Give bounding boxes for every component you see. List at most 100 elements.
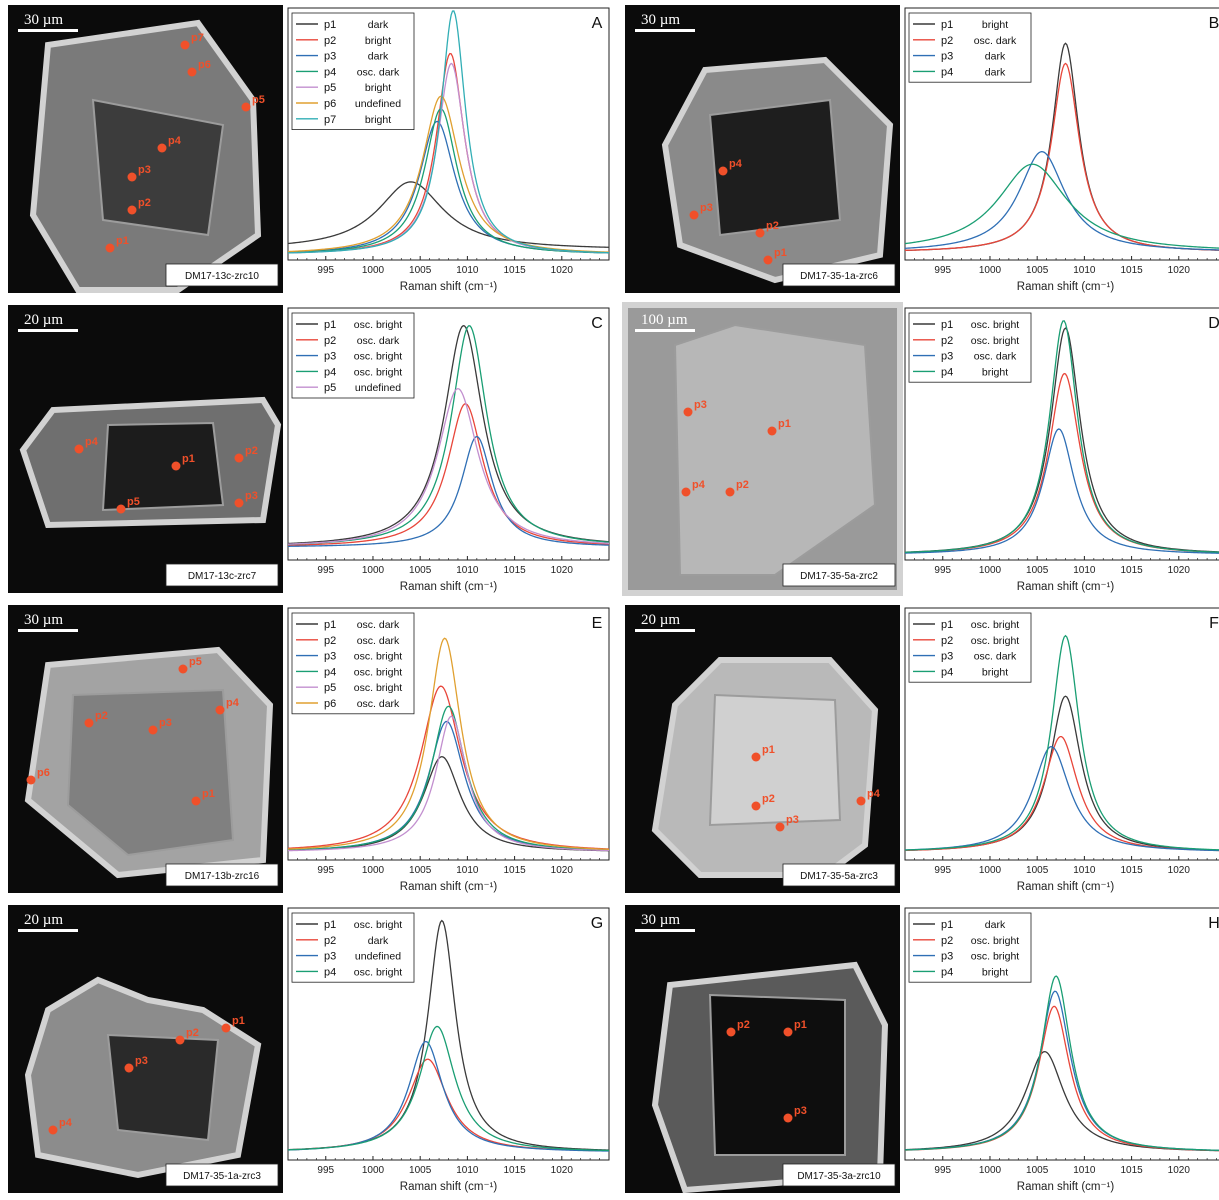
x-tick-label: 1015 (1120, 265, 1143, 276)
spot-label-p1: p1 (116, 235, 129, 247)
spot-marker-p3 (783, 1113, 793, 1123)
legend-label-p4: bright (982, 366, 1008, 378)
x-tick-label: 1005 (1026, 865, 1049, 876)
x-tick-label: 1010 (456, 565, 479, 576)
spot-label-p1: p1 (202, 788, 215, 800)
legend-label-p1: osc. bright (354, 919, 403, 931)
x-tick-label: 1005 (1026, 265, 1049, 276)
x-tick-label: 1015 (503, 865, 526, 876)
sample-label: DM17-13c-zrc7 (188, 571, 257, 582)
legend-name-p4: p4 (941, 366, 953, 378)
legend-name-p4: p4 (324, 66, 336, 78)
legend-label-p1: osc. dark (357, 619, 400, 631)
spot-label-p3: p3 (794, 1105, 807, 1117)
sample-label: DM17-13b-zrc16 (185, 871, 260, 882)
legend-label-p2: osc. bright (971, 335, 1020, 347)
spot-marker-p3 (775, 822, 785, 832)
spectrum-svg-D: 995 1000 1005 1010 1015 1020 Raman shift (cm⁻¹… (904, 307, 1219, 593)
legend-name-p3: p3 (324, 351, 336, 363)
legend-name-p1: p1 (941, 19, 953, 31)
series-line-p1 (287, 181, 610, 248)
spot-marker-p3 (234, 498, 244, 508)
spot-label-p5: p5 (252, 94, 265, 106)
spot-label-p4: p4 (729, 158, 743, 170)
spot-label-p2: p2 (762, 793, 775, 805)
legend-name-p5: p5 (324, 382, 336, 394)
spot-label-p3: p3 (245, 490, 258, 502)
spot-label-p1: p1 (762, 744, 775, 756)
legend-label-p4: bright (982, 966, 1008, 978)
spectrum-B: 995 1000 1005 1010 1015 1020 Raman shift (cm⁻¹… (903, 5, 1219, 293)
scale-bar-label: 100 µm (641, 312, 688, 328)
zircon-core (708, 98, 842, 237)
x-tick-label: 995 (317, 865, 334, 876)
legend-name-p2: p2 (941, 635, 953, 647)
scale-bar-label: 20 µm (24, 312, 63, 328)
spot-marker-p6 (26, 775, 36, 785)
spot-label-p2: p2 (245, 445, 258, 457)
spot-label-p3: p3 (786, 814, 799, 826)
legend-label-p4: bright (982, 666, 1008, 678)
x-axis-label: Raman shift (cm⁻¹) (400, 581, 498, 593)
legend-label-p1: bright (982, 19, 1008, 31)
x-axis-label: Raman shift (cm⁻¹) (400, 281, 498, 293)
x-tick-label: 1000 (362, 265, 385, 276)
x-tick-label: 1005 (409, 865, 432, 876)
spot-marker-p2 (751, 801, 761, 811)
series-line-p3 (904, 151, 1219, 251)
spot-marker-p3 (148, 725, 158, 735)
legend-label-p2: osc. bright (971, 935, 1020, 947)
x-tick-label: 1010 (1073, 265, 1096, 276)
panel-letter: D (1208, 315, 1219, 332)
spot-label-p4: p4 (59, 1117, 73, 1129)
x-tick-label: 1010 (456, 265, 479, 276)
legend-label-p6: osc. dark (357, 698, 400, 710)
x-tick-label: 1010 (1073, 565, 1096, 576)
x-tick-label: 1020 (551, 565, 574, 576)
zircon-core (91, 98, 225, 237)
cl-image-G: 20 µm p1 p2 p3 p4 DM17-35-1a-zrc3 (8, 905, 283, 1193)
spectrum-G: 995 1000 1005 1010 1015 1020 Raman shift (cm⁻¹… (286, 905, 611, 1193)
legend-label-p7: bright (365, 114, 391, 126)
panel-C: 20 µm p1 p2 p3 p4 p5 DM17-13c-zrc7 995 1000 1005… (8, 305, 612, 595)
series-line-p4 (287, 1025, 610, 1152)
legend-label-p4: osc. bright (354, 966, 403, 978)
spot-label-p6: p6 (37, 767, 50, 779)
spot-marker-p3 (683, 407, 693, 417)
legend-label-p2: bright (365, 35, 391, 47)
spectrum-svg-E: 995 1000 1005 1010 1015 1020 Raman shift (cm⁻¹… (287, 607, 610, 893)
scale-bar (18, 629, 78, 632)
legend-name-p3: p3 (324, 651, 336, 663)
scale-bar-label: 20 µm (641, 612, 680, 628)
cl-svg-F: 20 µm p1 p2 p3 p4 DM17-35-5a-zrc3 (625, 605, 900, 893)
spot-label-p3: p3 (138, 164, 151, 176)
spot-label-p3: p3 (135, 1055, 148, 1067)
cl-image-D: 100 µm p1 p2 p3 p4 DM17-35-5a-zrc2 (622, 302, 903, 596)
series-line-p4 (904, 320, 1219, 553)
zircon-core (106, 1033, 220, 1142)
spot-marker-p4 (856, 796, 866, 806)
legend-label-p3: undefined (355, 951, 401, 963)
legend-name-p2: p2 (941, 935, 953, 947)
x-tick-label: 1015 (1120, 865, 1143, 876)
x-tick-label: 1000 (362, 865, 385, 876)
legend-name-p5: p5 (324, 82, 336, 94)
spot-label-p4: p4 (867, 788, 881, 800)
x-axis-label: Raman shift (cm⁻¹) (400, 1181, 498, 1193)
sample-label: DM17-13c-zrc10 (185, 271, 259, 282)
legend-name-p1: p1 (941, 619, 953, 631)
zircon-core (101, 421, 225, 512)
legend-label-p4: osc. dark (357, 66, 400, 78)
x-tick-label: 995 (317, 565, 334, 576)
scale-bar-label: 30 µm (641, 12, 680, 28)
panel-letter: G (591, 915, 603, 932)
sample-label-box (165, 563, 279, 587)
cl-image-A: 30 µm p1 p2 p3 p4 p5 p6 p7 DM17-13c-zrc10 (8, 5, 283, 293)
legend-name-p3: p3 (941, 51, 953, 63)
legend-label-p3: dark (985, 51, 1006, 63)
x-axis-label: Raman shift (cm⁻¹) (1017, 881, 1115, 893)
x-tick-label: 995 (317, 1165, 334, 1176)
spot-label-p2: p2 (736, 479, 749, 491)
x-tick-label: 1000 (979, 565, 1002, 576)
